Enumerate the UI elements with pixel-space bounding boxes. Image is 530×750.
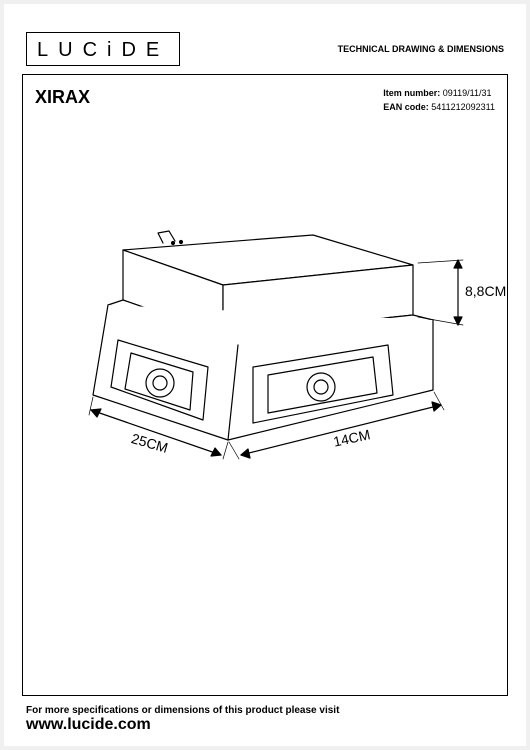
- header-row: LUCiDE TECHNICAL DRAWING & DIMENSIONS: [26, 32, 504, 66]
- ean-value: 5411212092311: [431, 102, 495, 112]
- footer-url: www.lucide.com: [26, 716, 339, 734]
- product-name: XIRAX: [35, 87, 90, 108]
- footer: For more specifications or dimensions of…: [26, 705, 339, 734]
- content-frame: XIRAX Item number: 09119/11/31 EAN code:…: [22, 74, 508, 696]
- ean-row: EAN code: 5411212092311: [383, 101, 495, 115]
- technical-drawing: 8,8CM 25CM 14CM: [63, 205, 503, 475]
- product-meta: Item number: 09119/11/31 EAN code: 54112…: [383, 87, 495, 114]
- item-number-row: Item number: 09119/11/31: [383, 87, 495, 101]
- brand-logo: LUCiDE: [26, 32, 180, 66]
- ean-label: EAN code:: [383, 102, 429, 112]
- dim-height-label: 8,8CM: [465, 283, 506, 299]
- footer-text: For more specifications or dimensions of…: [26, 705, 339, 716]
- item-number-label: Item number:: [383, 88, 440, 98]
- item-number-value: 09119/11/31: [443, 88, 492, 98]
- page: LUCiDE TECHNICAL DRAWING & DIMENSIONS XI…: [4, 4, 526, 746]
- header-subtitle: TECHNICAL DRAWING & DIMENSIONS: [338, 44, 504, 54]
- drawing-svg: [63, 205, 503, 475]
- title-row: XIRAX Item number: 09119/11/31 EAN code:…: [35, 87, 495, 114]
